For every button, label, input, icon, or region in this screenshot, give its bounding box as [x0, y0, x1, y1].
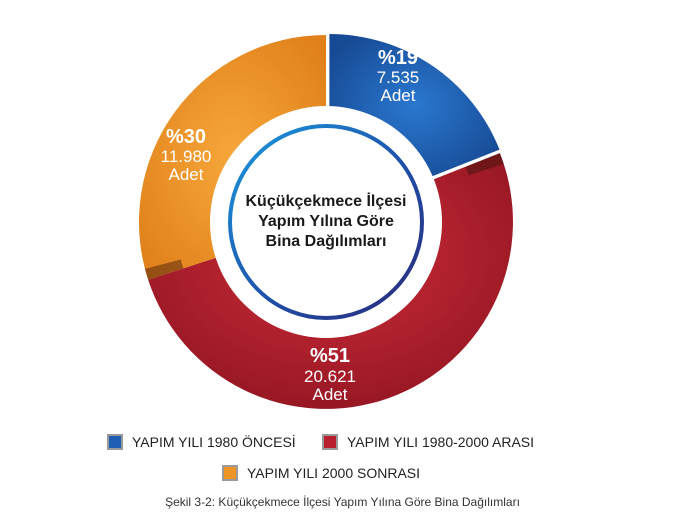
- legend-swatch-red: [322, 434, 338, 450]
- slice-1980-oncesi: [329, 34, 500, 177]
- legend-swatch-orange: [222, 465, 238, 481]
- slice-1980-2000: [148, 153, 513, 409]
- donut-chart: Küçükçekmece İlçesi Yapım Yılına Göre Bi…: [138, 34, 513, 409]
- center-ring: [228, 124, 424, 320]
- legend-item-2000-sonrasi: YAPIM YILI 2000 SONRASI: [222, 465, 420, 481]
- legend-label-1980-2000: YAPIM YILI 1980-2000 ARASI: [347, 434, 535, 450]
- slice-2000-sonrasi-edge-shadow: [144, 259, 184, 280]
- slice-label-unit-1980-2000: Adet: [313, 385, 348, 404]
- center-title-line-2: Yapım Yılına Göre: [258, 213, 394, 230]
- slice-label-pct-2000-sonrasi: %30: [166, 126, 206, 148]
- legend-label-1980-oncesi: YAPIM YILI 1980 ÖNCESİ: [132, 434, 296, 450]
- center-title-line-1: Küçükçekmece İlçesi: [246, 192, 407, 210]
- legend-label-2000-sonrasi: YAPIM YILI 2000 SONRASI: [247, 465, 421, 481]
- slice-label-unit-2000-sonrasi: Adet: [169, 165, 204, 184]
- slice-label-count-2000-sonrasi: 11.980: [161, 147, 212, 166]
- figure-caption: Şekil 3-2: Küçükçekmece İlçesi Yapım Yıl…: [165, 495, 520, 509]
- slice-label-pct-1980-2000: %51: [310, 345, 350, 367]
- legend-item-1980-oncesi: YAPIM YILI 1980 ÖNCESİ: [107, 434, 296, 450]
- slice-label-unit-1980-oncesi: Adet: [381, 86, 416, 105]
- slice-label-pct-1980-oncesi: %19: [378, 47, 418, 69]
- slice-label-count-1980-oncesi: 7.535: [377, 68, 420, 87]
- slice-1980-2000-edge-shadow: [465, 153, 504, 176]
- legend-swatch-blue: [107, 434, 123, 450]
- slice-label-count-1980-2000: 20.621: [304, 367, 356, 386]
- center-title-line-3: Bina Dağılımları: [266, 233, 387, 250]
- legend-item-1980-2000: YAPIM YILI 1980-2000 ARASI: [322, 434, 534, 450]
